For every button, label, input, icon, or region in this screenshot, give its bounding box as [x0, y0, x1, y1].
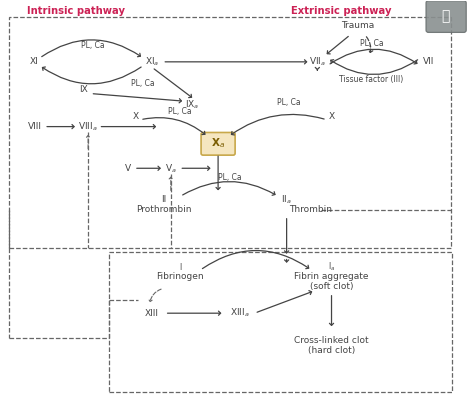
Text: Intrinsic pathway: Intrinsic pathway	[27, 6, 125, 16]
Text: X: X	[328, 112, 335, 121]
Text: Fibrinogen: Fibrinogen	[156, 272, 204, 281]
Text: I$_a$: I$_a$	[328, 261, 335, 273]
Text: PL, Ca: PL, Ca	[81, 41, 105, 50]
Text: VIII$_a$: VIII$_a$	[78, 120, 98, 133]
Text: Prothrombin: Prothrombin	[136, 205, 191, 214]
Text: IX: IX	[79, 85, 88, 94]
Bar	[9, 16, 451, 247]
Bar	[109, 252, 452, 393]
Text: PL, Ca: PL, Ca	[218, 173, 242, 182]
Text: XIII$_a$: XIII$_a$	[229, 307, 249, 319]
Text: Extrinsic pathway: Extrinsic pathway	[291, 6, 391, 16]
Text: X: X	[132, 112, 138, 121]
Text: XI$_a$: XI$_a$	[145, 56, 159, 68]
Text: PL, Ca: PL, Ca	[277, 98, 301, 107]
FancyBboxPatch shape	[201, 133, 235, 155]
Text: Trauma: Trauma	[341, 21, 374, 30]
Text: II$_a$: II$_a$	[281, 194, 292, 206]
Text: Thrombin: Thrombin	[289, 205, 332, 214]
Text: Tissue factor (III): Tissue factor (III)	[338, 75, 403, 84]
Text: (soft clot): (soft clot)	[310, 283, 353, 292]
Text: VIII: VIII	[27, 122, 42, 131]
Text: ⎙: ⎙	[442, 9, 450, 24]
Text: Fibrin aggregate: Fibrin aggregate	[294, 272, 369, 281]
Text: X$_a$: X$_a$	[211, 137, 225, 150]
Text: I: I	[179, 263, 182, 272]
Text: VII: VII	[423, 57, 434, 66]
Text: V: V	[125, 164, 131, 173]
Text: Cross-linked clot: Cross-linked clot	[294, 336, 369, 345]
Text: PL, Ca: PL, Ca	[131, 79, 155, 88]
FancyBboxPatch shape	[426, 1, 466, 32]
Text: IX$_a$: IX$_a$	[185, 99, 199, 111]
Text: II: II	[161, 196, 166, 204]
Text: VII$_a$: VII$_a$	[309, 56, 326, 68]
Text: (hard clot): (hard clot)	[308, 346, 355, 355]
Text: XIII: XIII	[145, 309, 159, 318]
Text: V$_a$: V$_a$	[165, 162, 177, 175]
Text: PL, Ca: PL, Ca	[168, 107, 192, 116]
Text: PL, Ca: PL, Ca	[360, 39, 383, 48]
Text: XI: XI	[29, 57, 38, 66]
